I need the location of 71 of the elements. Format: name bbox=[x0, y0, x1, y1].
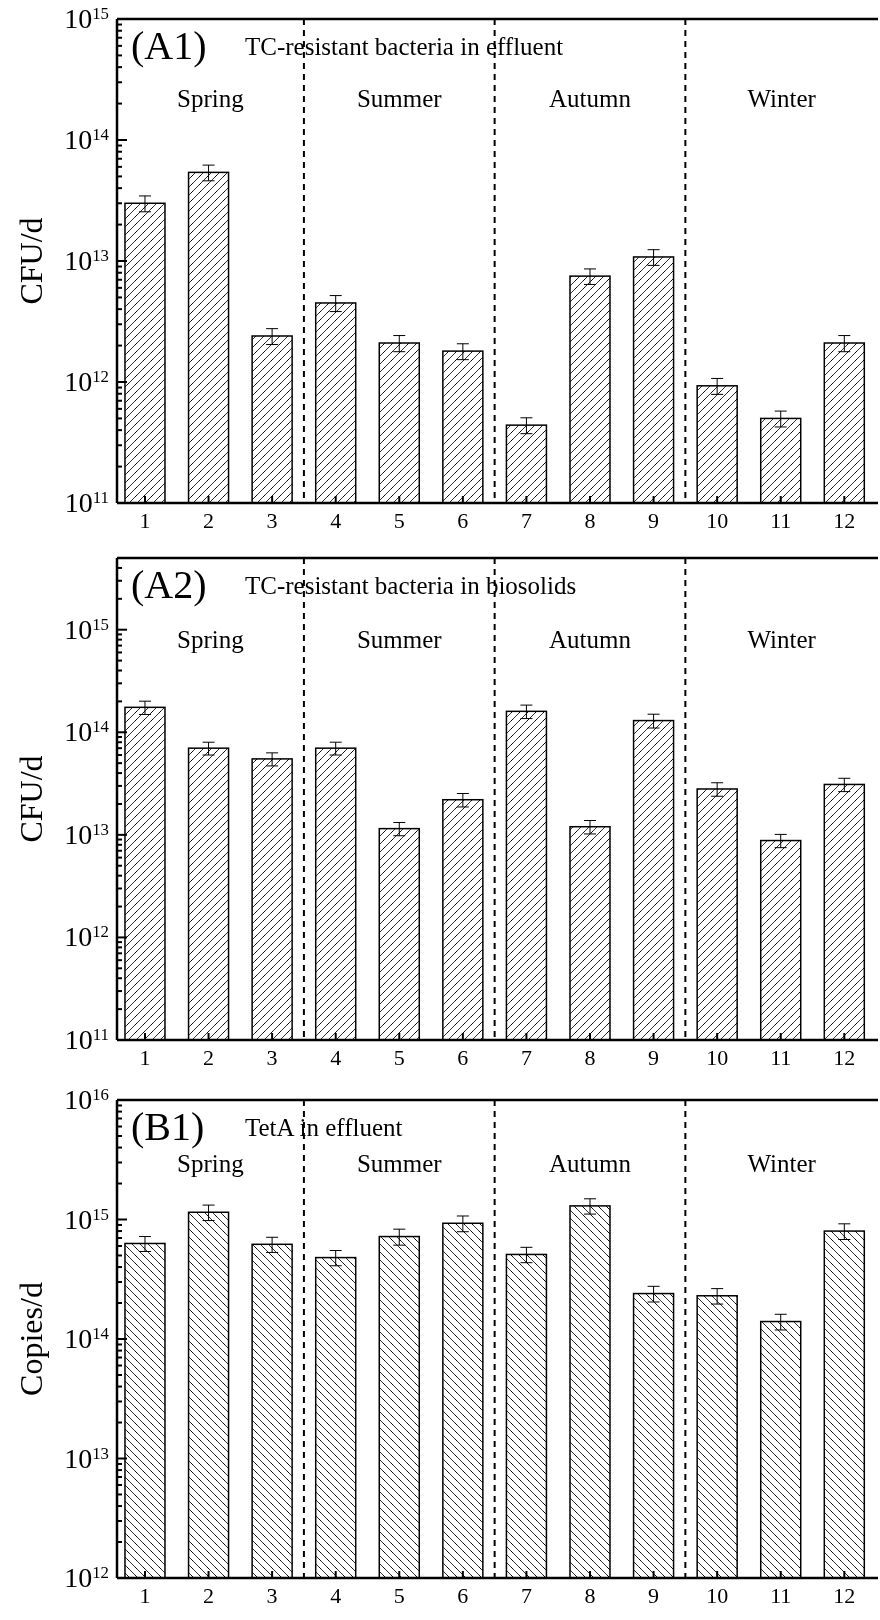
x-tick-label: 12 bbox=[833, 508, 856, 533]
x-tick-label: 8 bbox=[584, 1583, 596, 1608]
x-tick-label: 11 bbox=[770, 1045, 792, 1070]
y-tick-label: 10$^{12}$ bbox=[64, 921, 109, 953]
x-tick-label: 6 bbox=[457, 1045, 469, 1070]
chart-title: (A2) bbox=[131, 562, 207, 607]
y-tick-label: 10$^{13}$ bbox=[64, 245, 109, 276]
x-tick-label: 6 bbox=[457, 1583, 469, 1608]
y-axis-title: CFU/d bbox=[13, 217, 49, 305]
y-tick-label: 10$^{15}$ bbox=[64, 613, 109, 645]
x-tick-label: 1 bbox=[139, 1583, 151, 1608]
y-tick-label: 10$^{14}$ bbox=[64, 1323, 110, 1354]
x-tick-label: 10 bbox=[706, 1583, 729, 1608]
annotation: Winter bbox=[747, 1150, 817, 1177]
annotation: Spring bbox=[177, 626, 245, 653]
x-tick-label: 8 bbox=[584, 508, 596, 533]
x-tick-label: 1 bbox=[139, 508, 151, 533]
x-tick-label: 7 bbox=[520, 508, 532, 533]
y-tick-label: 10$^{12}$ bbox=[64, 1562, 109, 1593]
y-tick-label: 10$^{15}$ bbox=[64, 1203, 109, 1235]
x-tick-label: 2 bbox=[203, 1045, 215, 1070]
annotation: Summer bbox=[356, 85, 443, 112]
y-tick-label: 10$^{14}$ bbox=[64, 716, 110, 748]
x-tick-label: 3 bbox=[266, 1583, 278, 1608]
x-tick-label: 6 bbox=[457, 508, 469, 533]
annotation: Autumn bbox=[549, 626, 632, 653]
annotation: Winter bbox=[747, 85, 817, 112]
y-tick-label: 10$^{14}$ bbox=[64, 124, 110, 155]
y-tick-label: 10$^{12}$ bbox=[64, 366, 109, 397]
x-tick-label: 8 bbox=[584, 1045, 596, 1070]
x-tick-label: 5 bbox=[393, 508, 405, 533]
annotation: Spring bbox=[177, 85, 245, 112]
x-tick-label: 2 bbox=[203, 508, 215, 533]
y-tick-label: 10$^{11}$ bbox=[64, 1024, 109, 1055]
y-tick-label: 10$^{16}$ bbox=[64, 1084, 109, 1115]
annotation: Summer bbox=[356, 626, 443, 653]
x-tick-label: 12 bbox=[833, 1045, 856, 1070]
x-tick-label: 2 bbox=[203, 1583, 215, 1608]
x-tick-label: 11 bbox=[770, 1583, 792, 1608]
y-axis-title: Copies/d bbox=[13, 1282, 49, 1396]
text: TC-resistant bacteria in effluent bbox=[245, 33, 564, 60]
x-tick-label: 3 bbox=[266, 1045, 278, 1070]
x-tick-label: 9 bbox=[648, 1583, 660, 1608]
annotation: Spring bbox=[177, 1150, 245, 1177]
annotation: Winter bbox=[747, 626, 817, 653]
x-tick-label: 4 bbox=[330, 508, 342, 533]
y-tick-label: 10$^{13}$ bbox=[64, 1442, 109, 1474]
x-tick-label: 11 bbox=[770, 508, 792, 533]
y-tick-label: 10$^{15}$ bbox=[64, 3, 109, 34]
y-tick-label: 10$^{11}$ bbox=[64, 487, 109, 518]
text: TC-resistant bacteria in biosolids bbox=[245, 572, 577, 599]
annotation: Autumn bbox=[549, 1150, 632, 1177]
x-tick-label: 10 bbox=[706, 508, 729, 533]
x-tick-label: 5 bbox=[393, 1045, 405, 1070]
x-tick-label: 9 bbox=[648, 508, 660, 533]
x-tick-label: 1 bbox=[139, 1045, 151, 1070]
x-tick-label: 4 bbox=[330, 1045, 342, 1070]
y-axis-title: CFU/d bbox=[13, 755, 49, 843]
x-tick-label: 4 bbox=[330, 1583, 342, 1608]
annotation: Autumn bbox=[549, 85, 632, 112]
chart-title: (B1) bbox=[131, 1104, 205, 1149]
x-tick-label: 3 bbox=[266, 508, 278, 533]
y-tick-label: 10$^{13}$ bbox=[64, 818, 109, 850]
x-tick-label: 12 bbox=[833, 1583, 856, 1608]
annotation: Summer bbox=[356, 1150, 443, 1177]
chart-title: (A1) bbox=[131, 23, 207, 68]
x-tick-label: 7 bbox=[520, 1045, 532, 1070]
x-tick-label: 10 bbox=[706, 1045, 729, 1070]
x-tick-label: 9 bbox=[648, 1045, 660, 1070]
x-tick-label: 5 bbox=[393, 1583, 405, 1608]
x-tick-label: 7 bbox=[520, 1583, 532, 1608]
